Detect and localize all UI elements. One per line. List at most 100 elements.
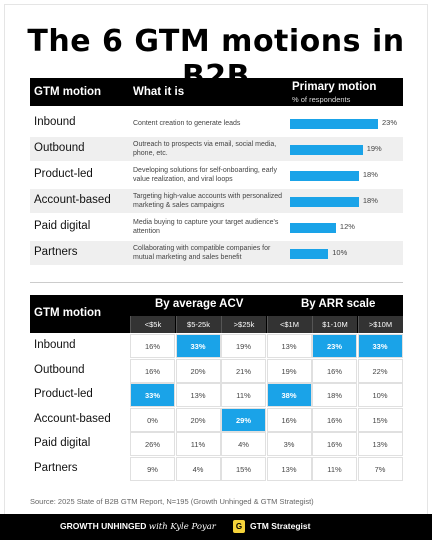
- primary-motion-bar: [290, 249, 329, 259]
- table-cell: 0%: [130, 407, 175, 432]
- table-cell: 16%: [312, 407, 357, 432]
- table2-row: Inbound 16% 33% 19% 13% 23% 33%: [30, 334, 403, 358]
- table-cell: 33%: [357, 334, 403, 358]
- motion-description: Collaborating with compatible companies …: [133, 245, 271, 261]
- table-cell: 13%: [357, 432, 403, 456]
- table-cell: 15%: [357, 407, 403, 432]
- table-cell: 20%: [175, 358, 221, 383]
- motion-label: Account-based: [34, 194, 111, 206]
- table1-row: Paid digital Media buying to capture your…: [30, 215, 403, 239]
- table-cell: 16%: [312, 432, 357, 456]
- header-gtm-motion-2: GTM motion: [34, 307, 102, 319]
- table-cell: 13%: [266, 456, 312, 481]
- table2-row: Partners 9% 4% 15% 13% 11% 7%: [30, 456, 403, 481]
- table-cell: 11%: [312, 456, 357, 481]
- table-cell: 16%: [266, 407, 312, 432]
- table-cell: 16%: [312, 358, 357, 383]
- motion-description: Developing solutions for self-onboarding…: [133, 167, 277, 183]
- primary-motion-bar: [290, 171, 359, 181]
- table-cell: 23%: [312, 334, 357, 358]
- motion-label: Product-led: [34, 168, 93, 180]
- table-cell: 19%: [221, 334, 266, 358]
- header-what-it-is: What it is: [133, 86, 185, 98]
- column-header: >$25k: [221, 316, 266, 333]
- header-primary-motion: Primary motion: [292, 81, 377, 93]
- table1-row: Partners Collaborating with compatible co…: [30, 241, 403, 265]
- table-cell: 26%: [130, 432, 175, 456]
- header-gtm-motion: GTM motion: [34, 86, 102, 98]
- table2-row: Paid digital 26% 11% 4% 3% 16% 13%: [30, 432, 403, 456]
- source-note: Source: 2025 State of B2B GTM Report, N=…: [30, 497, 314, 506]
- table1-row: Account-based Targeting high-value accoun…: [30, 189, 403, 213]
- brand-author: with Kyle Poyar: [148, 522, 216, 532]
- motion-label: Product-led: [34, 388, 93, 400]
- table-cell: 13%: [175, 383, 221, 407]
- motion-description: Content creation to generate leads: [133, 119, 241, 127]
- table1-row: Inbound Content creation to generate lead…: [30, 111, 403, 135]
- motion-label: Account-based: [34, 412, 111, 425]
- motion-label: Partners: [34, 461, 78, 474]
- table-cell: 29%: [221, 407, 266, 432]
- table-cell: 10%: [357, 383, 403, 407]
- table2-row: Product-led 33% 13% 11% 38% 18% 10%: [30, 383, 403, 407]
- motion-label: Paid digital: [34, 220, 91, 232]
- primary-motion-bar: [290, 119, 378, 129]
- gtm-strategist-logo-icon: G: [233, 520, 245, 533]
- header-primary-subtitle: % of respondents: [292, 95, 351, 104]
- table1-header: GTM motion What it is Primary motion % o…: [30, 78, 403, 106]
- column-header: <$1M: [266, 316, 312, 333]
- motion-label: Outbound: [34, 142, 85, 154]
- primary-motion-value: 10%: [332, 248, 348, 257]
- footer: GROWTH UNHINGED with Kyle Poyar G GTM St…: [0, 514, 432, 540]
- motion-label: Inbound: [34, 116, 76, 128]
- motion-label: Outbound: [34, 363, 85, 376]
- primary-motion-bar: [290, 145, 363, 155]
- table1-row: Product-led Developing solutions for self…: [30, 163, 403, 187]
- table-cell: 7%: [357, 456, 403, 481]
- column-header: $5-25k: [175, 316, 221, 333]
- table-cell: 4%: [175, 456, 221, 481]
- section-divider: [30, 282, 403, 283]
- motion-description: Media buying to capture your target audi…: [133, 219, 279, 235]
- motion-label: Partners: [34, 246, 78, 258]
- table-cell: 15%: [221, 456, 266, 481]
- primary-motion-value: 18%: [362, 196, 378, 205]
- motion-label: Inbound: [34, 339, 76, 351]
- column-header: >$10M: [357, 316, 403, 333]
- table-cell: 18%: [312, 383, 357, 407]
- primary-motion-value: 18%: [362, 170, 378, 179]
- table2-row: Outbound 16% 20% 21% 19% 16% 22%: [30, 358, 403, 383]
- primary-motion-value: 12%: [339, 222, 355, 231]
- table1-row: Outbound Outreach to prospects via email,…: [30, 137, 403, 161]
- brand-gtm-strategist: GTM Strategist: [250, 521, 311, 531]
- motion-description: Targeting high-value accounts with perso…: [133, 193, 283, 209]
- brand-growth-unhinged-name: GROWTH UNHINGED: [60, 521, 147, 531]
- header-by-arr: By ARR scale: [301, 298, 376, 310]
- primary-motion-value: 23%: [382, 118, 398, 127]
- motion-description: Outreach to prospects via email, social …: [133, 141, 277, 157]
- primary-motion-bar: [290, 223, 336, 233]
- table-cell: 21%: [221, 358, 266, 383]
- brand-growth-unhinged: GROWTH UNHINGED with Kyle Poyar: [60, 521, 216, 532]
- column-header: <$5k: [130, 316, 175, 333]
- table-cell: 33%: [130, 383, 175, 407]
- table-cell: 20%: [175, 407, 221, 432]
- column-header: $1-10M: [312, 316, 357, 333]
- primary-motion-value: 19%: [366, 144, 382, 153]
- table-cell: 22%: [357, 358, 403, 383]
- motion-label: Paid digital: [34, 437, 91, 449]
- table-cell: 16%: [130, 358, 175, 383]
- table-cell: 13%: [266, 334, 312, 358]
- table-cell: 16%: [130, 334, 175, 358]
- table-cell: 3%: [266, 432, 312, 456]
- table-cell: 11%: [221, 383, 266, 407]
- table-cell: 4%: [221, 432, 266, 456]
- table-cell: 38%: [266, 383, 312, 407]
- primary-motion-bar: [290, 197, 359, 207]
- table-cell: 9%: [130, 456, 175, 481]
- table2-row: Account-based 0% 20% 29% 16% 16% 15%: [30, 407, 403, 432]
- table-cell: 11%: [175, 432, 221, 456]
- header-by-acv: By average ACV: [155, 298, 244, 310]
- table-cell: 33%: [175, 334, 221, 358]
- table-cell: 19%: [266, 358, 312, 383]
